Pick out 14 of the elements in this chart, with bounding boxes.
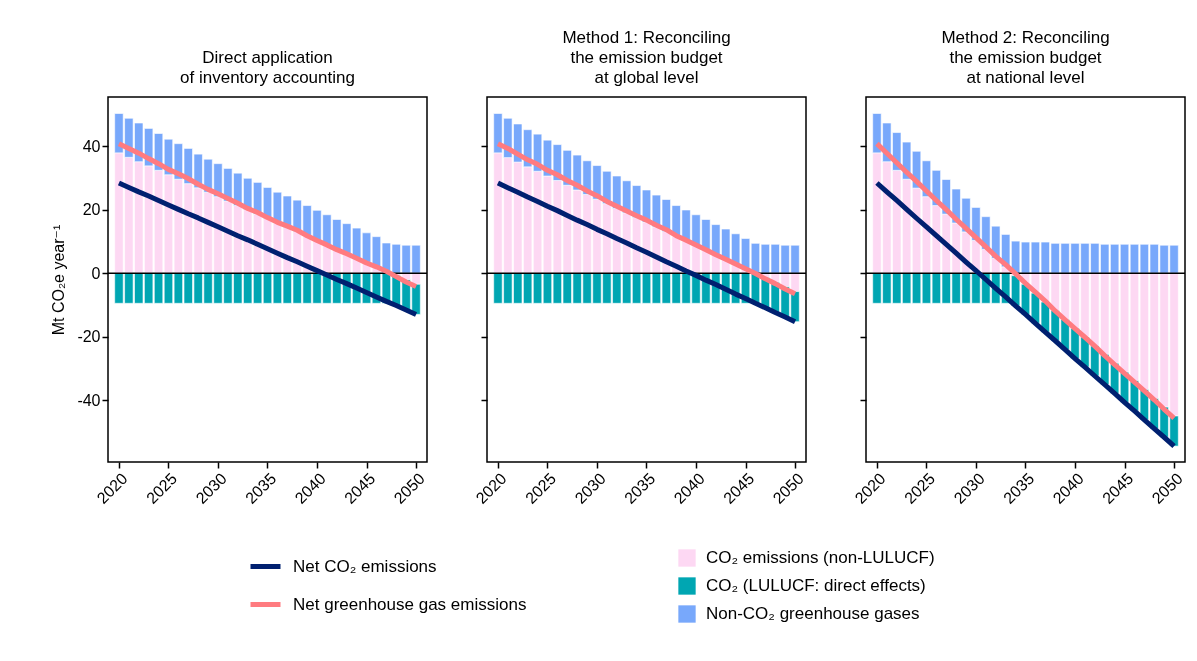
y-tick-label: 0	[91, 264, 101, 282]
y-tick-label: -20	[77, 328, 101, 346]
legend-label: Net greenhouse gas emissions	[293, 594, 527, 614]
legend-label: CO₂ (LULUCF: direct effects)	[706, 576, 926, 595]
legend-label: Non-CO₂ greenhouse gases	[706, 604, 920, 623]
legend-label: CO₂ emissions (non-LULUCF)	[706, 548, 935, 567]
legend-label: Net CO₂ emissions	[293, 556, 437, 576]
chart-title: Method 1: Reconciling the emission budget at global level	[562, 28, 731, 87]
y-tick-label: 40	[82, 137, 101, 155]
y-axis-title: Mt CO₂e year⁻¹	[50, 224, 68, 336]
y-tick-label: -40	[77, 391, 101, 409]
chart-title: Method 2: Reconciling the emission budget at national level	[941, 28, 1110, 87]
y-tick-label: 20	[82, 201, 101, 219]
chart-title: Direct application of inventory accounting	[180, 48, 355, 87]
